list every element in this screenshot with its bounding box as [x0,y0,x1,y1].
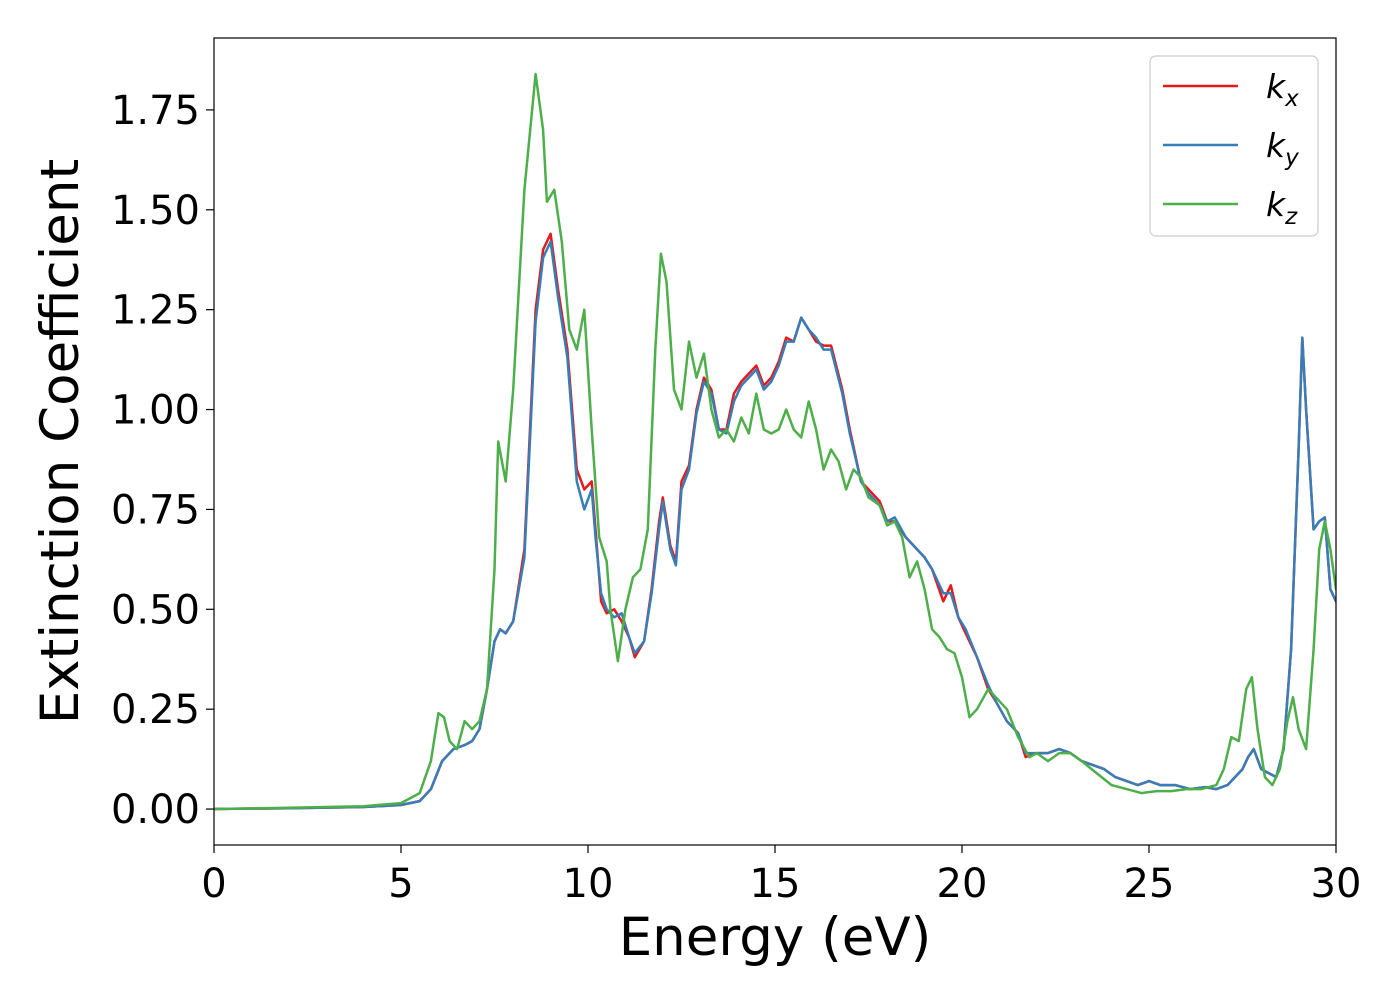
legend-item-y: ky [1163,126,1299,171]
y-tick-label: 0.75 [111,487,200,533]
plot-area [214,72,1336,811]
x-axis: 0 5 10 15 20 25 30 [201,845,1361,907]
x-tick-label: 25 [1124,861,1175,907]
legend-item-x: kx [1163,67,1299,112]
x-tick-label: 20 [937,861,988,907]
legend-label: kz [1266,185,1298,230]
legend-label: ky [1266,126,1299,171]
x-tick-label: 30 [1311,861,1362,907]
y-tick-label: 0.00 [111,787,200,833]
y-axis-label: Extinction Coefficient [30,159,91,725]
y-tick-label: 0.50 [111,587,200,633]
y-tick-label: 1.00 [111,388,200,434]
legend-item-z: kz [1163,185,1298,230]
legend-label: kx [1266,67,1299,112]
x-tick-label: 10 [563,861,614,907]
y-tick-label: 1.25 [111,288,200,334]
y-tick-label: 1.50 [111,188,200,234]
y-tick-label: 0.25 [111,687,200,733]
x-tick-label: 5 [388,861,413,907]
series-line-z [214,72,1336,811]
y-tick-label: 1.75 [111,88,200,134]
legend: kx ky kz [1149,55,1319,237]
y-axis: 0.00 0.25 0.50 0.75 1.00 1.25 1.50 1.75 [111,88,214,833]
x-tick-label: 15 [750,861,801,907]
x-tick-label: 0 [201,861,226,907]
x-axis-label: Energy (eV) [619,907,932,968]
